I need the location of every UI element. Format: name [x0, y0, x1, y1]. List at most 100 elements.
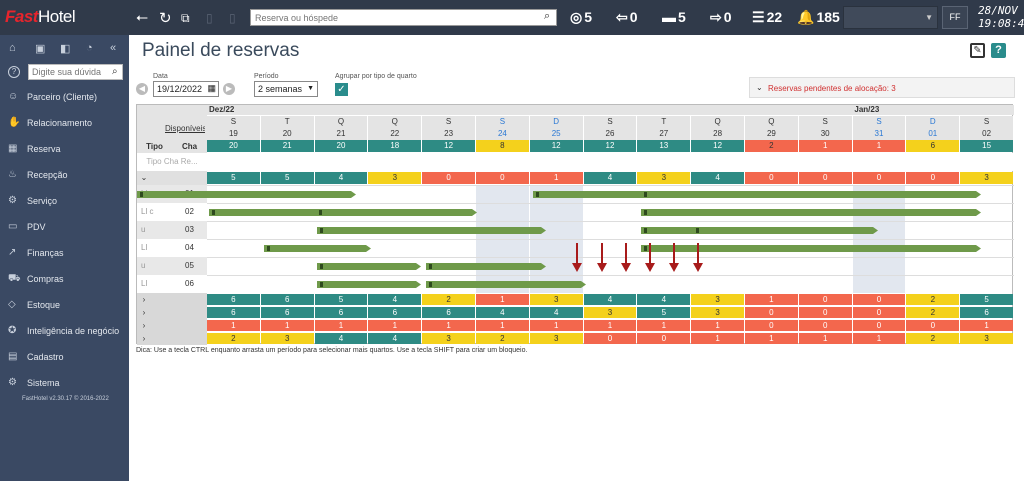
room-type-availability-cell[interactable]: 2	[906, 333, 960, 344]
group-availability-cell[interactable]: 1	[529, 172, 583, 184]
back-icon[interactable]: ⭠	[136, 9, 149, 26]
room-type-availability-cell[interactable]: 4	[368, 294, 422, 305]
room-type-availability-cell[interactable]: 0	[798, 294, 852, 305]
room-type-availability-cell[interactable]: 2	[906, 307, 960, 318]
available-count[interactable]: 1	[798, 140, 852, 152]
available-count[interactable]: 2	[745, 140, 798, 152]
group-by-room-type-checkbox[interactable]: ✓	[335, 83, 348, 96]
room-timeline[interactable]	[207, 257, 1014, 275]
fasthotel-logo[interactable]: FastHotel	[5, 7, 76, 26]
room-type-availability-cell[interactable]: 1	[745, 294, 798, 305]
room-type-availability-cell[interactable]: 4	[368, 333, 422, 344]
room-type-availability-cell[interactable]: 3	[583, 307, 637, 318]
booking-search-input[interactable]	[250, 9, 557, 26]
group-availability-cell[interactable]: 0	[476, 172, 529, 184]
reservation-bar[interactable]	[316, 209, 477, 216]
group-availability-cell[interactable]: 0	[906, 172, 960, 184]
room-type-availability-cell[interactable]: 6	[260, 294, 314, 305]
sidebar-item-reserva[interactable]: ▦ Reserva	[0, 136, 129, 162]
room-type-availability-cell[interactable]: 4	[637, 294, 691, 305]
room-type-availability-cell[interactable]: 1	[422, 320, 475, 331]
help-icon[interactable]: ?	[991, 43, 1006, 58]
room-type-availability-cell[interactable]: 3	[422, 333, 475, 344]
help-search-input[interactable]	[28, 64, 123, 80]
room-type-availability-cell[interactable]: 3	[691, 294, 744, 305]
available-count[interactable]: 12	[583, 140, 637, 152]
reservation-bar[interactable]	[641, 191, 981, 198]
room-timeline[interactable]	[207, 185, 1014, 203]
room-type-availability-cell[interactable]: 3	[260, 333, 314, 344]
room-type-availability-cell[interactable]: 0	[852, 307, 906, 318]
room-type-availability-cell[interactable]: 1	[583, 320, 637, 331]
room-type-availability-cell[interactable]: 4	[529, 307, 583, 318]
stat-bell[interactable]: 🔔 185	[797, 9, 840, 25]
reservation-bar[interactable]	[426, 281, 586, 288]
room-type-row[interactable]	[137, 332, 207, 345]
chevron-down-icon[interactable]: ⌄	[140, 173, 148, 182]
room-type-availability-cell[interactable]: 3	[691, 307, 744, 318]
room-type-availability-cell[interactable]: 1	[314, 320, 368, 331]
calendar-icon[interactable]: ▦	[207, 83, 216, 93]
property-dropdown[interactable]: ▼	[843, 6, 938, 29]
user-avatar[interactable]: FF	[942, 6, 968, 29]
room-type-availability-cell[interactable]: 0	[906, 320, 960, 331]
room-row[interactable]	[137, 257, 207, 275]
available-count[interactable]: 8	[476, 140, 529, 152]
reservation-bar[interactable]	[533, 191, 666, 198]
room-type-availability-cell[interactable]: 1	[207, 320, 260, 331]
room-type-availability-cell[interactable]: 3	[529, 333, 583, 344]
pending-allocations-alert[interactable]: ⌄ Reservas pendentes de alocação: 3	[749, 77, 1015, 98]
room-type-availability-cell[interactable]: 4	[314, 333, 368, 344]
room-type-row[interactable]	[137, 306, 207, 319]
reservation-bar[interactable]	[641, 245, 981, 252]
stat-checkin[interactable]: ⇨ 0	[710, 9, 732, 25]
room-type-availability-cell[interactable]: 1	[852, 333, 906, 344]
room-type-availability-cell[interactable]: 1	[529, 320, 583, 331]
room-type-availability-cell[interactable]: 2	[207, 333, 260, 344]
room-row[interactable]	[137, 221, 207, 239]
period-select[interactable]: 2 semanas ▼	[254, 81, 318, 97]
panel-icon[interactable]: ◧	[60, 43, 71, 55]
chevron-right-icon[interactable]: ›	[142, 295, 146, 304]
room-type-availability-cell[interactable]: 0	[583, 333, 637, 344]
available-count[interactable]: 6	[906, 140, 960, 152]
sidebar-item-parceiro[interactable]: ☺ Parceiro (Cliente)	[0, 84, 129, 110]
room-type-availability-cell[interactable]: 4	[583, 294, 637, 305]
group-availability-cell[interactable]: 0	[852, 172, 906, 184]
available-count[interactable]: 12	[529, 140, 583, 152]
edit-icon[interactable]: ✎	[970, 43, 985, 58]
room-row[interactable]	[137, 239, 207, 257]
chevron-right-icon[interactable]: ›	[142, 334, 146, 343]
room-type-availability-cell[interactable]: 0	[637, 333, 691, 344]
available-count[interactable]: 18	[368, 140, 422, 152]
date-input[interactable]: 19/12/2022 ▦	[153, 81, 219, 97]
reservation-bar[interactable]	[426, 263, 546, 270]
search-icon[interactable]: ⌕	[112, 66, 118, 77]
room-type-availability-cell[interactable]: 4	[476, 307, 529, 318]
layout-icon[interactable]: ▣	[35, 43, 46, 55]
stat-target[interactable]: ◎ 5	[570, 9, 593, 25]
room-type-row[interactable]	[137, 319, 207, 332]
room-type-availability-cell[interactable]: 1	[745, 333, 798, 344]
available-count[interactable]: 20	[314, 140, 368, 152]
sidebar-item-estoque[interactable]: ◇ Estoque	[0, 292, 129, 318]
sidebar-item-pdv[interactable]: ▭ PDV	[0, 214, 129, 240]
reservation-bar[interactable]	[317, 263, 421, 270]
room-type-availability-cell[interactable]: 1	[368, 320, 422, 331]
room-type-availability-cell[interactable]: 0	[745, 307, 798, 318]
available-count[interactable]: 15	[960, 140, 1013, 152]
room-type-availability-cell[interactable]: 6	[960, 307, 1013, 318]
sidebar-item-financas[interactable]: ↗ Finanças	[0, 240, 129, 266]
stat-list[interactable]: ☰ 22	[752, 9, 783, 25]
room-type-availability-cell[interactable]: 6	[207, 307, 260, 318]
room-type-availability-cell[interactable]: 1	[637, 320, 691, 331]
group-availability-cell[interactable]: 4	[583, 172, 637, 184]
group-availability-cell[interactable]: 0	[422, 172, 475, 184]
home-icon[interactable]: ⌂	[9, 42, 16, 54]
room-type-availability-cell[interactable]: 1	[691, 320, 744, 331]
group-availability-cell[interactable]: 4	[691, 172, 744, 184]
group-availability-cell[interactable]: 3	[637, 172, 691, 184]
room-type-availability-cell[interactable]: 1	[476, 320, 529, 331]
room-type-availability-cell[interactable]: 5	[637, 307, 691, 318]
group-availability-cell[interactable]: 3	[960, 172, 1013, 184]
